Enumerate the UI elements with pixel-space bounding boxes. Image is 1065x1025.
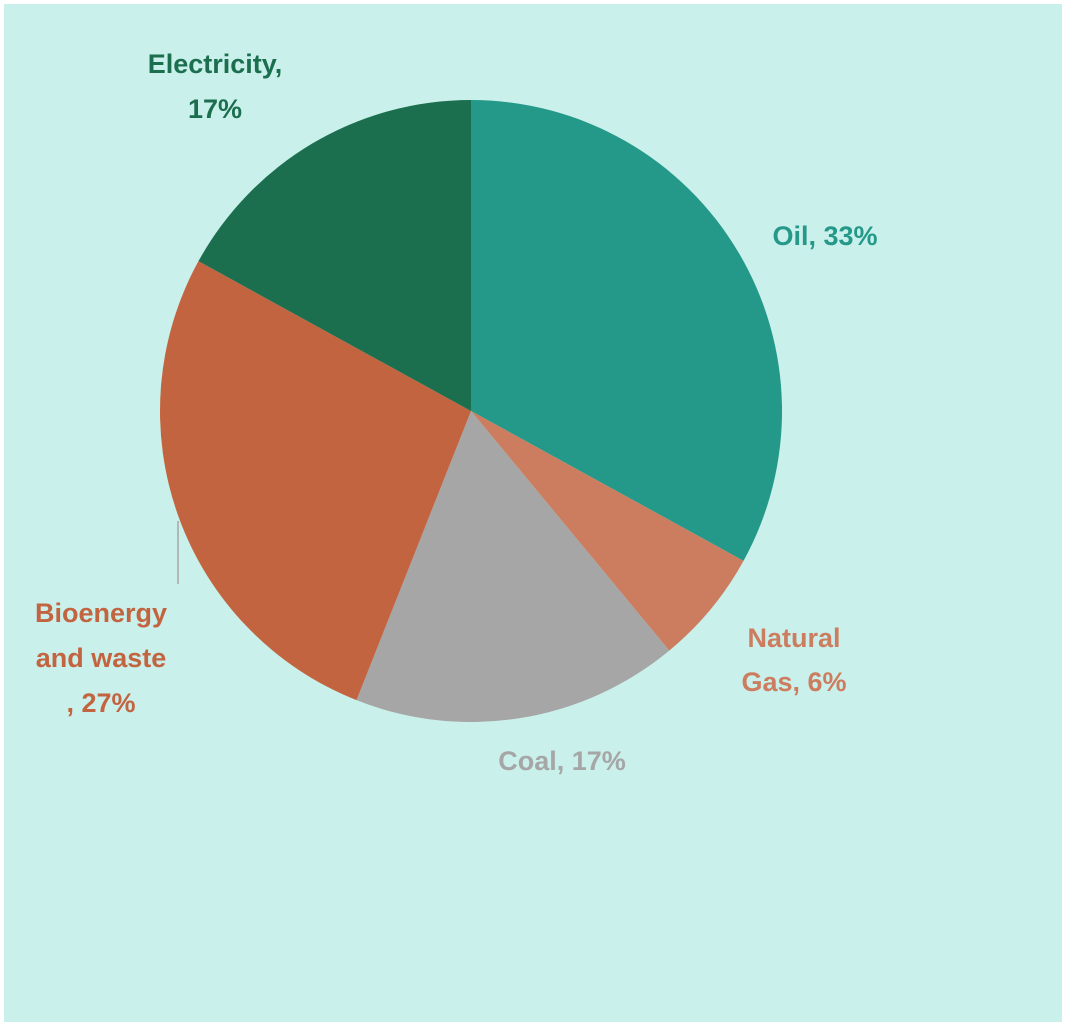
data-labels: Oil, 33% Natural Gas, 6% Coal, 17% Bioenergy… — [35, 49, 878, 776]
data-label-line: and waste — [36, 643, 167, 673]
pie-slice-electricity — [198, 100, 471, 411]
data-label-line: Oil, 33% — [772, 221, 877, 251]
data-label-natural-gas: Natural Gas, 6% — [741, 623, 846, 697]
data-label-line: Electricity, — [148, 49, 283, 79]
data-label-line: Coal, 17% — [498, 746, 626, 776]
data-label-line: 17% — [188, 94, 242, 124]
data-label-bioenergy-and-waste: Bioenergy and waste , 27% — [35, 598, 167, 718]
data-label-line: , 27% — [66, 688, 135, 718]
data-label-oil: Oil, 33% — [772, 221, 877, 251]
pie-slice-coal — [356, 411, 670, 723]
data-label-line: Bioenergy — [35, 598, 167, 628]
pie-slice-bioenergy-and-waste — [159, 261, 471, 701]
chart-area: Oil, 33% Natural Gas, 6% Coal, 17% Bioenergy… — [4, 4, 1062, 1022]
data-label-coal: Coal, 17% — [498, 746, 626, 776]
pie-chart: Oil, 33% Natural Gas, 6% Coal, 17% Bioenergy… — [35, 49, 878, 776]
pie-slice-natural-gas — [471, 411, 744, 651]
data-label-line: Natural — [747, 623, 840, 653]
data-label-electricity: Electricity, 17% — [148, 49, 283, 124]
pie-slice-oil — [471, 99, 783, 561]
data-label-line: Gas, 6% — [741, 667, 846, 697]
pie-slices — [159, 99, 783, 723]
